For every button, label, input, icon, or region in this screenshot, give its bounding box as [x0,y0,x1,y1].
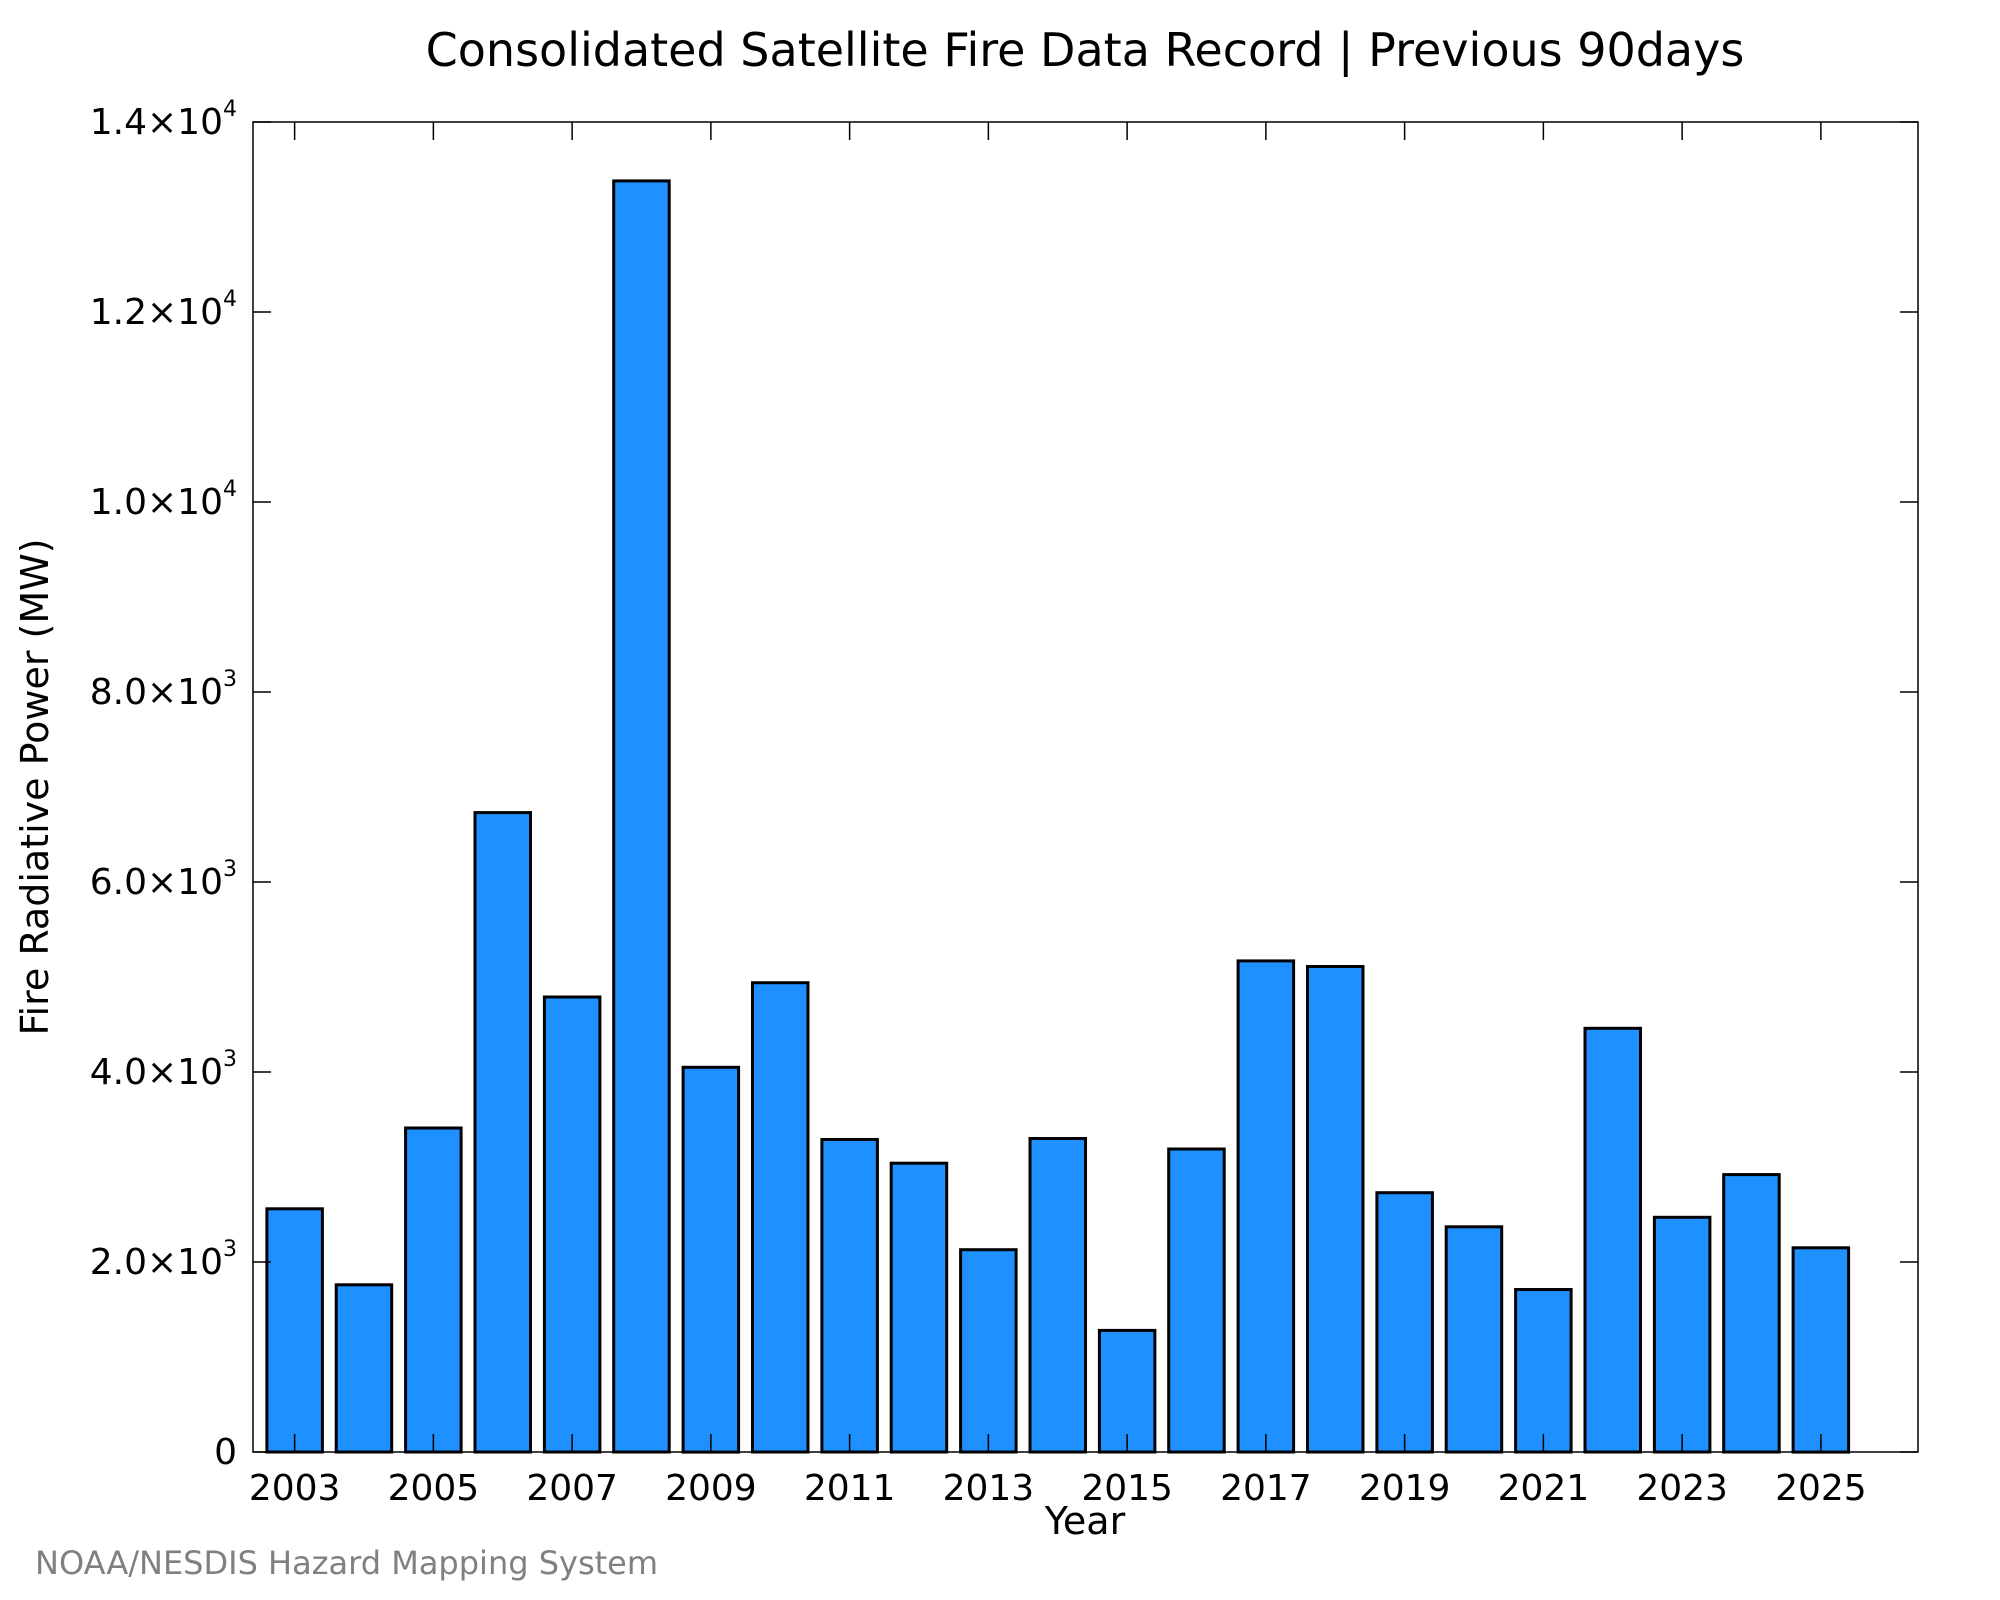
bar-2005 [404,1126,463,1454]
bar-2013 [959,1248,1018,1454]
x-tick-label: 2007 [526,1468,618,1509]
bar-2007 [542,995,602,1454]
y-tick-label: 1.0×104 [90,477,237,523]
bars-group [265,179,1851,1454]
x-tick-label: 2009 [665,1468,757,1509]
x-tick-label: 2015 [1081,1468,1173,1509]
bar-2010 [751,981,810,1454]
y-tick-label: 4.0×103 [90,1047,237,1093]
x-tick-label: 2013 [943,1468,1035,1509]
bar-2015 [1097,1328,1157,1454]
bar-2012 [889,1161,949,1454]
y-axis-ticks: 0 2.0×103 4.0×103 6.0×103 8.0×103 1.0×104 1.2×… [90,97,1918,1473]
bar-2017 [1236,959,1296,1454]
bar-2003 [265,1207,324,1454]
bar-2006 [473,811,532,1454]
bar-2024 [1722,1173,1781,1454]
bar-2020 [1444,1225,1504,1454]
bar-2019 [1375,1191,1434,1454]
bar-2021 [1514,1288,1573,1454]
bar-2004 [334,1283,394,1454]
bar-2014 [1028,1137,1087,1454]
bar-2018 [1306,965,1365,1454]
y-tick-label: 1.2×104 [90,287,237,333]
bar-2022 [1583,1026,1642,1454]
x-tick-label: 2021 [1498,1468,1590,1509]
x-tick-label: 2017 [1220,1468,1312,1509]
y-axis-title: Fire Radiative Power (MW) [13,538,57,1035]
footer-credit: NOAA/NESDIS Hazard Mapping System [35,1544,658,1582]
bar-2016 [1167,1147,1226,1454]
x-tick-label: 2005 [388,1468,480,1509]
y-tick-label: 1.4×104 [90,97,237,143]
y-tick-label: 8.0×103 [90,667,237,713]
x-tick-label: 2003 [249,1468,341,1509]
chart-title: Consolidated Satellite Fire Data Record … [426,23,1745,78]
x-axis-title: Year [1044,1499,1126,1543]
y-tick-label: 2.0×103 [90,1237,237,1283]
bar-2009 [681,1065,741,1454]
x-tick-label: 2011 [804,1468,896,1509]
x-tick-label: 2025 [1775,1468,1867,1509]
bar-2008 [612,179,671,1454]
y-tick-label: 0 [214,1432,237,1473]
x-tick-label: 2023 [1636,1468,1728,1509]
y-tick-label: 6.0×103 [90,857,237,903]
x-tick-label: 2019 [1359,1468,1451,1509]
bar-2025 [1791,1246,1851,1454]
bar-2011 [820,1138,879,1454]
bar-2023 [1652,1215,1712,1454]
x-axis-ticks: 2003 2005 2007 2009 2011 2013 2015 2017 2019 2021… [249,122,1867,1509]
